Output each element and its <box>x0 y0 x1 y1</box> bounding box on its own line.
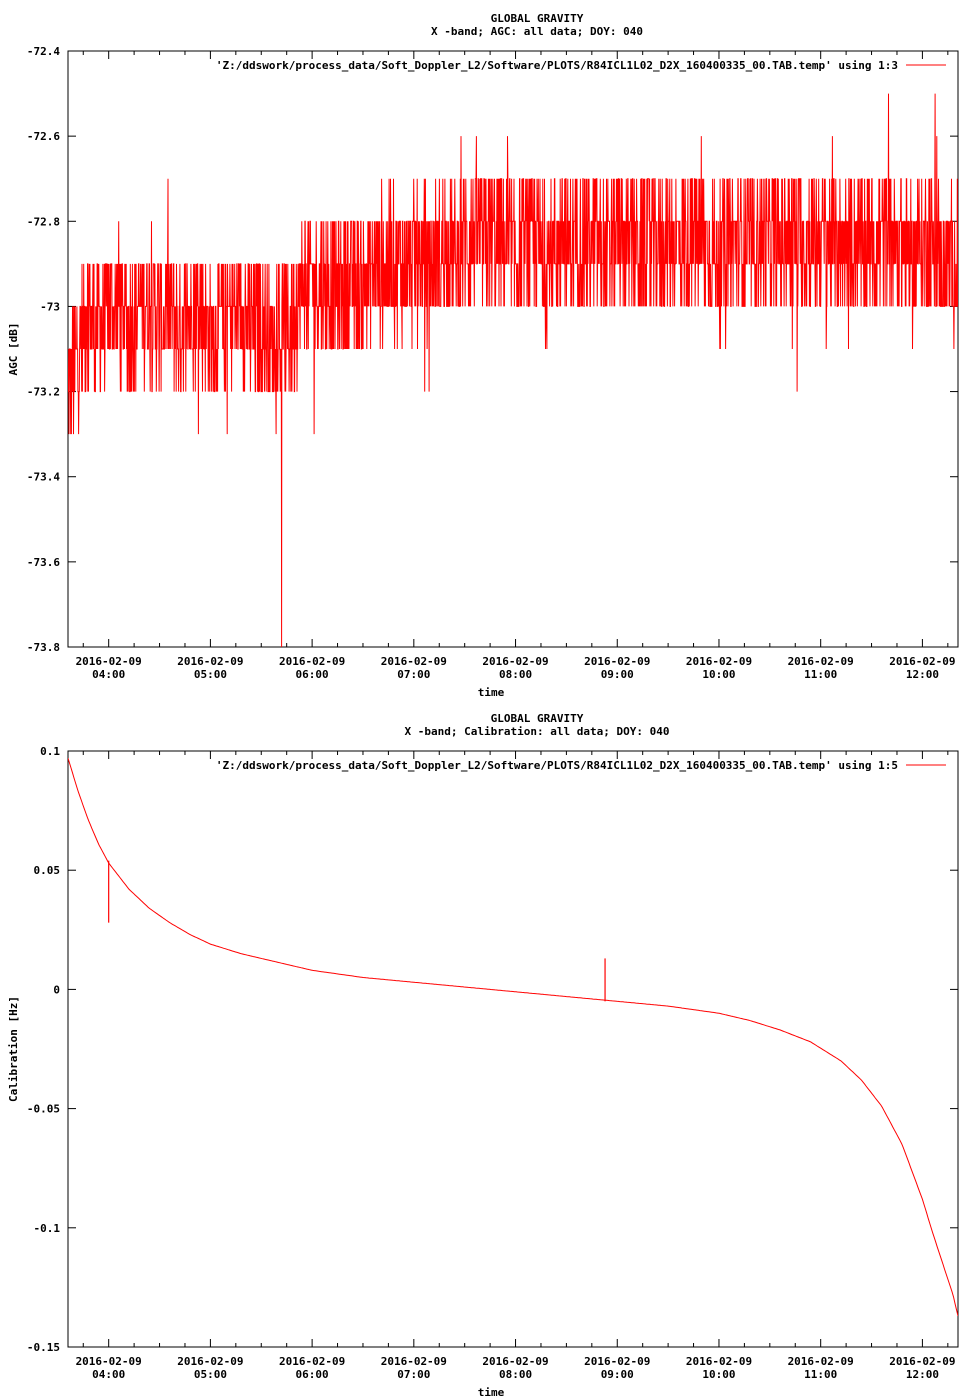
chart-title: GLOBAL GRAVITY <box>491 12 584 25</box>
x-tick-time: 07:00 <box>397 1368 430 1381</box>
x-tick-date: 2016-02-09 <box>584 1355 650 1368</box>
x-tick-date: 2016-02-09 <box>279 655 345 668</box>
x-tick-date: 2016-02-09 <box>686 655 752 668</box>
x-tick-time: 08:00 <box>499 668 532 681</box>
x-tick-time: 05:00 <box>194 668 227 681</box>
x-tick-time: 11:00 <box>804 1368 837 1381</box>
x-tick-date: 2016-02-09 <box>279 1355 345 1368</box>
y-tick-label: -73.4 <box>27 471 60 484</box>
x-tick-date: 2016-02-09 <box>76 655 142 668</box>
y-tick-label: 0 <box>53 983 60 996</box>
x-tick-date: 2016-02-09 <box>381 1355 447 1368</box>
y-tick-label: -73.8 <box>27 641 60 654</box>
x-tick-date: 2016-02-09 <box>889 1355 955 1368</box>
x-tick-time: 06:00 <box>296 1368 329 1381</box>
x-axis-label: time <box>478 1386 505 1399</box>
y-tick-label: -0.15 <box>27 1341 60 1354</box>
x-tick-time: 10:00 <box>702 668 735 681</box>
x-tick-time: 04:00 <box>92 668 125 681</box>
x-tick-time: 05:00 <box>194 1368 227 1381</box>
x-tick-time: 07:00 <box>397 668 430 681</box>
y-tick-label: -73 <box>40 300 60 313</box>
x-tick-date: 2016-02-09 <box>381 655 447 668</box>
x-tick-time: 09:00 <box>601 1368 634 1381</box>
x-tick-time: 12:00 <box>906 1368 939 1381</box>
x-tick-time: 10:00 <box>702 1368 735 1381</box>
chart-subtitle: X -band; AGC: all data; DOY: 040 <box>431 25 643 38</box>
y-tick-label: -72.6 <box>27 130 60 143</box>
y-axis-label: Calibration [Hz] <box>7 996 20 1102</box>
x-axis-label: time <box>478 686 505 699</box>
x-tick-time: 09:00 <box>601 668 634 681</box>
x-tick-time: 11:00 <box>804 668 837 681</box>
x-tick-date: 2016-02-09 <box>177 1355 243 1368</box>
series-line <box>68 758 958 1317</box>
legend-label: 'Z:/ddswork/process_data/Soft_Doppler_L2… <box>216 59 898 72</box>
legend-label: 'Z:/ddswork/process_data/Soft_Doppler_L2… <box>216 759 898 772</box>
x-tick-date: 2016-02-09 <box>788 1355 854 1368</box>
chart-subtitle: X -band; Calibration: all data; DOY: 040 <box>405 725 670 738</box>
y-tick-label: -72.8 <box>27 215 60 228</box>
series-line <box>68 93 958 647</box>
x-tick-date: 2016-02-09 <box>686 1355 752 1368</box>
y-tick-label: -73.2 <box>27 386 60 399</box>
x-tick-time: 04:00 <box>92 1368 125 1381</box>
y-tick-label: 0.05 <box>34 864 61 877</box>
plot-frame <box>67 50 959 648</box>
y-tick-label: -0.1 <box>34 1222 61 1235</box>
x-tick-date: 2016-02-09 <box>889 655 955 668</box>
y-tick-label: -73.6 <box>27 556 60 569</box>
x-tick-time: 06:00 <box>296 668 329 681</box>
chart-title: GLOBAL GRAVITY <box>491 712 584 725</box>
x-tick-date: 2016-02-09 <box>76 1355 142 1368</box>
x-tick-date: 2016-02-09 <box>482 655 548 668</box>
x-tick-time: 08:00 <box>499 1368 532 1381</box>
plot-frame <box>67 750 959 1348</box>
y-tick-label: -72.4 <box>27 45 60 58</box>
y-tick-label: 0.1 <box>40 745 60 758</box>
x-tick-date: 2016-02-09 <box>584 655 650 668</box>
x-tick-time: 12:00 <box>906 668 939 681</box>
y-axis-label: AGC [dB] <box>7 323 20 376</box>
y-tick-label: -0.05 <box>27 1103 60 1116</box>
x-tick-date: 2016-02-09 <box>788 655 854 668</box>
x-tick-date: 2016-02-09 <box>177 655 243 668</box>
x-tick-date: 2016-02-09 <box>482 1355 548 1368</box>
